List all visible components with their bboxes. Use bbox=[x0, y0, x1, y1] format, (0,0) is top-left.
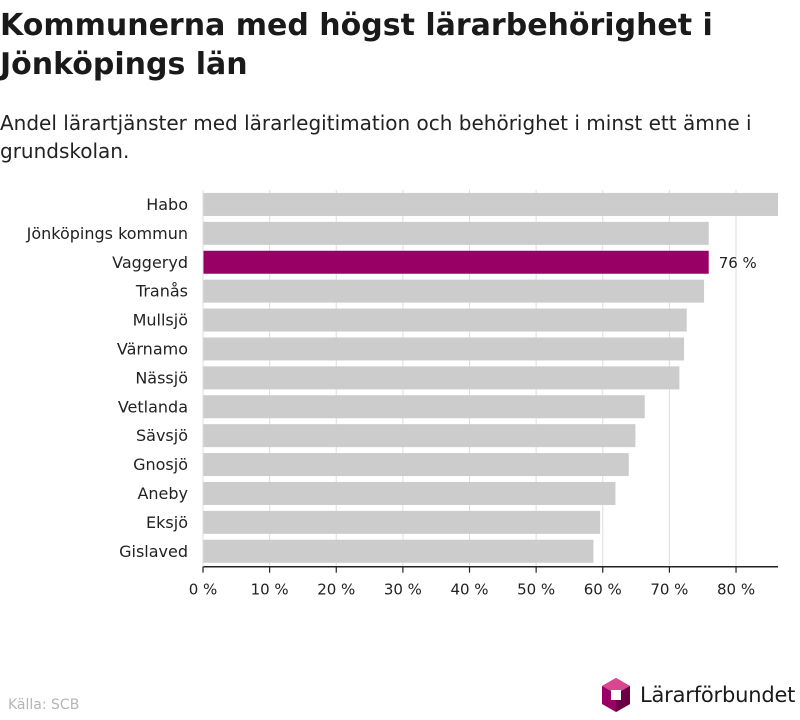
category-label: Aneby bbox=[137, 484, 188, 503]
bars bbox=[203, 192, 778, 563]
x-tick-label: 20 % bbox=[317, 581, 355, 599]
bar-chart: Habo Jönköpings kommun Vaggeryd 76 % Tranås M… bbox=[26, 190, 778, 599]
x-tick-label: 60 % bbox=[584, 581, 622, 599]
x-tick-label: 40 % bbox=[450, 581, 488, 599]
bar bbox=[203, 510, 601, 534]
bar bbox=[203, 366, 680, 390]
bar bbox=[203, 221, 709, 245]
x-tick-label: 10 % bbox=[251, 581, 289, 599]
category-label: Gislaved bbox=[119, 542, 188, 561]
chart-subtitle: Andel lärartjänster med lärarlegitimatio… bbox=[0, 111, 752, 163]
category-label: Vetlanda bbox=[118, 397, 188, 416]
chart-title: Kommunerna med högst lärarbehörighet i J… bbox=[0, 8, 713, 82]
data-label: 76 % bbox=[719, 254, 757, 272]
bar-highlight bbox=[203, 250, 709, 274]
bar bbox=[203, 192, 778, 216]
bar bbox=[203, 337, 685, 361]
x-tick-label: 50 % bbox=[517, 581, 555, 599]
source-note: Källa: SCB bbox=[8, 697, 80, 713]
bar bbox=[203, 481, 616, 505]
category-label: Värnamo bbox=[117, 339, 188, 358]
category-labels: Habo Jönköpings kommun Vaggeryd 76 % Tranås M… bbox=[26, 195, 757, 561]
category-label: Mullsjö bbox=[133, 311, 188, 330]
x-axis: 0 % 10 % 20 % 30 % 40 % 50 % 60 % 70 % 80 % bbox=[189, 190, 778, 599]
category-label: Nässjö bbox=[135, 368, 188, 387]
category-label: Jönköpings kommun bbox=[26, 224, 188, 243]
bar bbox=[203, 453, 629, 477]
category-label: Habo bbox=[146, 195, 188, 214]
x-tick-label: 80 % bbox=[717, 581, 755, 599]
x-tick-label: 0 % bbox=[189, 581, 218, 599]
bar bbox=[203, 539, 594, 563]
brand-logo-icon bbox=[602, 678, 630, 712]
bar bbox=[203, 279, 705, 303]
bar bbox=[203, 424, 636, 448]
bar bbox=[203, 395, 645, 419]
x-tick-label: 30 % bbox=[384, 581, 422, 599]
bar bbox=[203, 308, 687, 332]
category-label: Sävsjö bbox=[136, 426, 188, 445]
brand-logo: Lärarförbundet bbox=[600, 676, 795, 714]
category-label: Gnosjö bbox=[133, 455, 188, 474]
x-tick-label: 70 % bbox=[650, 581, 688, 599]
category-label: Eksjö bbox=[146, 513, 188, 532]
category-label: Vaggeryd bbox=[112, 253, 188, 272]
brand-name: Lärarförbundet bbox=[640, 683, 796, 707]
category-label: Tranås bbox=[135, 282, 188, 301]
